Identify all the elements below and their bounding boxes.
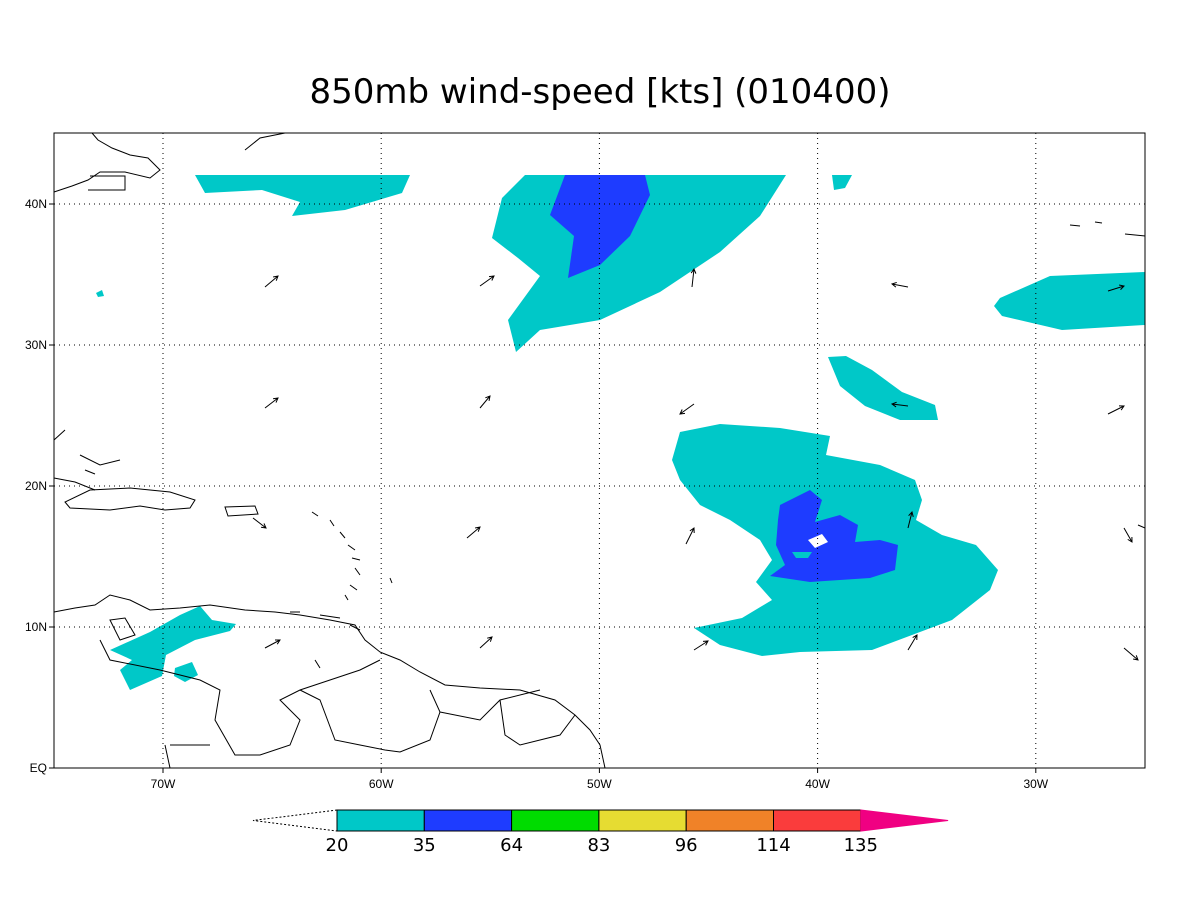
title: 850mb wind-speed [kts] (010400) (310, 72, 891, 112)
wind-shade (174, 662, 198, 682)
coastline (53, 594, 606, 769)
wind-shade (195, 175, 410, 216)
colorbar-label: 20 (326, 835, 349, 856)
lon-label: 50W (587, 777, 612, 791)
colorbar-label: 35 (413, 835, 436, 856)
map-frame (53, 132, 1146, 769)
wind-shade (792, 552, 812, 558)
wind-arrow (479, 275, 495, 287)
wind-arrow (252, 517, 267, 529)
colorbar-label: 96 (675, 835, 698, 856)
colorbar-segment (598, 809, 687, 832)
lat-label: 30N (25, 338, 47, 352)
wind-arrow (1123, 647, 1139, 661)
wind-shade (994, 272, 1145, 330)
colorbar-segment (773, 809, 862, 832)
coastline (53, 132, 161, 193)
axes: 70W 60W 50W 40W 30W EQ 10N 20N 30N 40N (25, 133, 1145, 791)
wind-arrow (907, 510, 914, 529)
colorbar-label: 114 (756, 835, 790, 856)
wind-arrow (1123, 527, 1133, 543)
wind-shade (832, 175, 852, 190)
lon-label: 70W (151, 777, 176, 791)
colorbar-over (860, 809, 949, 832)
coastlines (53, 132, 1146, 769)
lat-label: 20N (25, 479, 47, 493)
coastline (99, 617, 576, 769)
wind-arrow (685, 527, 695, 545)
colorbar-segment (685, 809, 775, 832)
wind-arrow (890, 401, 909, 408)
wind-arrow (690, 267, 697, 288)
coastline (53, 429, 121, 491)
wind-arrow (890, 281, 909, 288)
colorbar-segment (511, 809, 600, 832)
lon-label: 60W (369, 777, 394, 791)
wind-shade (770, 490, 898, 582)
wind-arrow (466, 526, 481, 539)
lon-label: 30W (1023, 777, 1048, 791)
wind-arrow (693, 640, 709, 651)
wind-shade (96, 290, 104, 297)
wind-vectors (252, 267, 1139, 661)
wind-arrow (1107, 284, 1125, 292)
coastline (88, 132, 286, 191)
wind-arrow (1107, 405, 1125, 415)
coastline (224, 505, 259, 517)
wind-arrow (264, 639, 281, 649)
wind-shade (828, 356, 938, 420)
wind-shade (550, 175, 650, 278)
lat-label: EQ (30, 761, 47, 775)
lat-label: 40N (25, 197, 47, 211)
colorbar: 20 35 64 83 96 114 135 (252, 809, 949, 856)
lon-label: 40W (805, 777, 830, 791)
colorbar-segment (423, 809, 513, 832)
wind-shade (808, 534, 828, 548)
colorbar-under (252, 809, 338, 832)
coastline (64, 487, 196, 511)
coastline (1069, 221, 1146, 529)
colorbar-segment (336, 809, 425, 832)
wind-arrow (907, 634, 918, 651)
wind-arrow (264, 275, 279, 288)
lat-label: 10N (25, 620, 47, 634)
wind-arrow (679, 403, 695, 415)
wind-shading (96, 175, 1145, 690)
wind-arrow (479, 395, 491, 409)
wind-arrow (264, 397, 279, 409)
colorbar-label: 135 (844, 835, 878, 856)
colorbar-label: 64 (500, 835, 523, 856)
colorbar-label: 83 (587, 835, 610, 856)
wind-arrow (479, 636, 493, 649)
